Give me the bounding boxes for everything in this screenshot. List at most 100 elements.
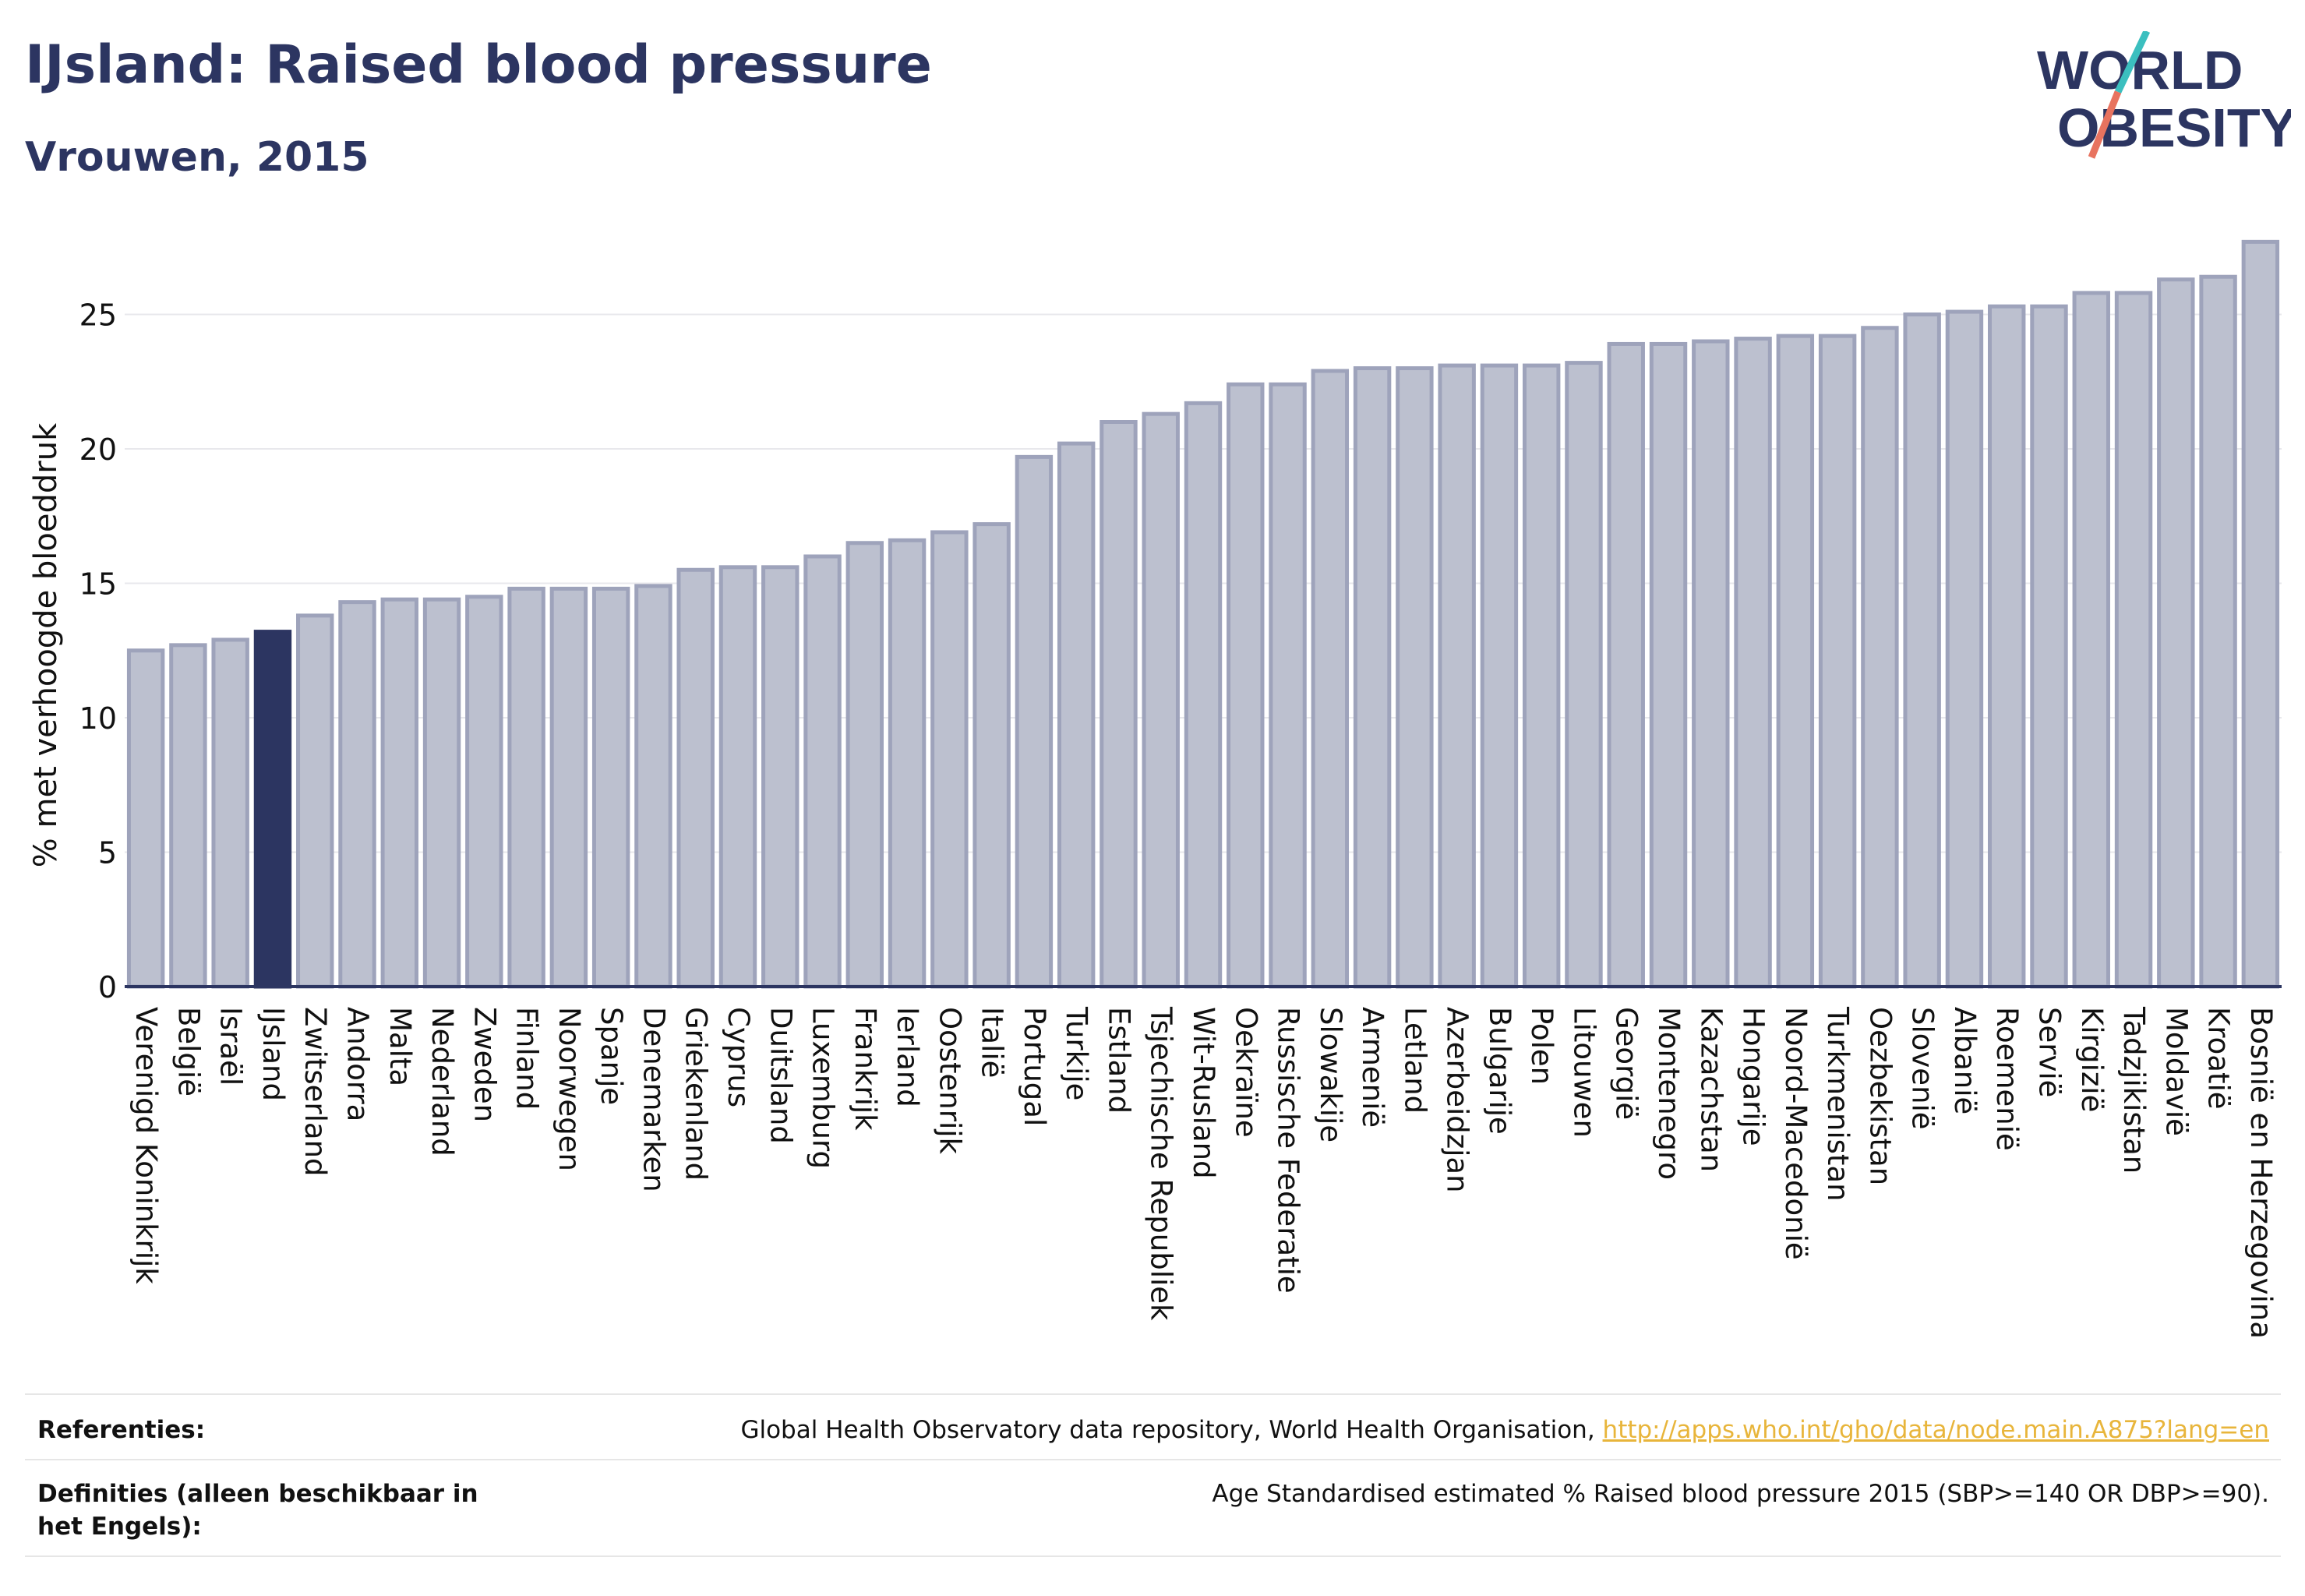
bar-oekra-ne[interactable]	[1227, 382, 1265, 989]
bar-duitsland[interactable]	[761, 565, 800, 989]
x-tick-label: Azerbeidzjan	[1441, 1007, 1474, 1193]
bar-turkmenistan[interactable]	[1818, 334, 1857, 989]
y-tick-label: 10	[79, 701, 117, 736]
bar-verenigd-koninkrijk[interactable]	[126, 648, 165, 989]
x-tick-label: Malta	[383, 1007, 417, 1086]
bar-malta[interactable]	[380, 597, 418, 989]
bar-zweden[interactable]	[465, 595, 503, 989]
bar-chart: Verenigd Koninkrijk België Israël IJsland Zw…	[28, 239, 2282, 1339]
bar-letland[interactable]	[1396, 366, 1434, 989]
x-tick-label: IJsland	[256, 1007, 290, 1101]
bar-georgi-[interactable]	[1607, 341, 1645, 989]
x-tick-label: Slovenië	[1906, 1007, 1940, 1130]
bar-finland[interactable]	[507, 586, 545, 989]
x-tick-label: Montenegro	[1652, 1007, 1686, 1180]
bar-turkije[interactable]	[1057, 441, 1096, 989]
references-link[interactable]: http://apps.who.int/gho/data/node.main.A…	[1602, 1416, 2269, 1444]
bar-bulgarije[interactable]	[1480, 363, 1519, 989]
bar-oostenrijk[interactable]	[930, 530, 969, 989]
bar-ierland[interactable]	[888, 538, 927, 989]
bar-kroati-[interactable]	[2199, 274, 2237, 989]
x-tick-label: Servië	[2032, 1007, 2066, 1097]
bar-noord-macedoni-[interactable]	[1776, 334, 1815, 989]
bar-nederland[interactable]	[422, 597, 461, 989]
bar-ijsland[interactable]	[253, 630, 292, 989]
bar-tsjechische-republiek[interactable]	[1142, 411, 1180, 989]
bar-moldavi-[interactable]	[2157, 277, 2195, 989]
x-tick-label: Polen	[1525, 1007, 1558, 1085]
x-tick-label: Georgië	[1610, 1007, 1643, 1120]
bar-servi-[interactable]	[2030, 304, 2068, 989]
bar-montenegro[interactable]	[1649, 341, 1688, 989]
x-tick-label: Hongarije	[1737, 1007, 1770, 1146]
x-tick-label: Zwitserland	[298, 1007, 332, 1177]
bar-roemeni-[interactable]	[1988, 304, 2026, 989]
x-tick-label: Moldavië	[2159, 1007, 2193, 1136]
x-tick-label: Russische Federatie	[1272, 1007, 1305, 1294]
bar-isra-l[interactable]	[211, 637, 249, 989]
bar-portugal[interactable]	[1015, 454, 1054, 989]
bar-kazachstan[interactable]	[1692, 339, 1730, 989]
logo-coral-stroke	[2088, 90, 2122, 159]
x-tick-label: Slowakije	[1314, 1007, 1347, 1142]
bar-estland[interactable]	[1100, 420, 1138, 989]
bar-belgi-[interactable]	[169, 643, 207, 989]
bar-griekenland[interactable]	[676, 567, 715, 989]
bar-denemarken[interactable]	[634, 584, 672, 989]
bar-oezbekistan[interactable]	[1861, 326, 1899, 989]
definitions-value: Age Standardised estimated % Raised bloo…	[1212, 1480, 2269, 1508]
bar-tadzjikistan[interactable]	[2114, 291, 2153, 989]
x-tick-labels: Verenigd Koninkrijk België Israël IJsland Zw…	[129, 1006, 2278, 1339]
bar-sloveni-[interactable]	[1903, 312, 1941, 989]
chart-subtitle: Vrouwen, 2015	[25, 134, 369, 181]
x-tick-label: Duitsland	[764, 1007, 797, 1144]
x-tick-label: Litouwen	[1567, 1007, 1601, 1138]
x-tick-label: Griekenland	[679, 1007, 713, 1181]
bar-cyprus[interactable]	[718, 565, 757, 989]
bar-bosni-en-herzegovina[interactable]	[2241, 239, 2280, 989]
y-tick-labels: 0 5 10 15 20 25	[79, 298, 117, 1005]
y-axis-label: % met verhoogde bloeddruk	[28, 422, 64, 867]
bar-zwitserland[interactable]	[296, 613, 334, 989]
world-obesity-logo: WORLD OBESITY	[2037, 31, 2291, 159]
x-tick-label: Bosnië en Herzegovina	[2244, 1007, 2278, 1339]
bar-spanje[interactable]	[591, 586, 630, 989]
bar-itali-[interactable]	[972, 522, 1011, 989]
x-tick-label: Kazachstan	[1694, 1007, 1728, 1172]
bar-wit-rusland[interactable]	[1184, 401, 1223, 989]
x-tick-label: Albanië	[1948, 1007, 1982, 1114]
x-tick-label: Verenigd Koninkrijk	[129, 1007, 163, 1284]
x-tick-label: Denemarken	[637, 1007, 670, 1192]
footer-divider-top	[25, 1393, 2281, 1395]
x-tick-label: België	[171, 1007, 205, 1096]
bar-polen[interactable]	[1522, 363, 1561, 989]
x-tick-label: Portugal	[1018, 1007, 1051, 1126]
bar-armeni-[interactable]	[1353, 366, 1392, 989]
x-tick-label: Oostenrijk	[933, 1007, 966, 1155]
references-value: Global Health Observatory data repositor…	[740, 1414, 2269, 1446]
x-tick-label: Roemenië	[1990, 1007, 2024, 1151]
bar-azerbeidzjan[interactable]	[1438, 363, 1476, 989]
x-tick-label: Noord-Macedonië	[1779, 1007, 1813, 1260]
bar-hongarije[interactable]	[1734, 337, 1772, 989]
x-tick-label: Letland	[1398, 1007, 1431, 1114]
x-tick-label: Ierland	[891, 1007, 924, 1107]
bar-albani-[interactable]	[1945, 309, 1984, 989]
x-tick-label: Luxemburg	[807, 1007, 840, 1169]
bar-kirgizi-[interactable]	[2072, 291, 2110, 989]
x-tick-label: Andorra	[341, 1007, 375, 1121]
x-tick-label: Nederland	[425, 1007, 459, 1156]
bar-russische-federatie[interactable]	[1269, 382, 1307, 989]
y-tick-label: 5	[98, 836, 117, 870]
bar-noorwegen[interactable]	[549, 586, 588, 989]
x-tick-label: Noorwegen	[552, 1007, 586, 1171]
bar-frankrijk[interactable]	[845, 541, 884, 989]
bar-andorra[interactable]	[338, 600, 376, 989]
footer-divider-middle	[25, 1459, 2281, 1460]
bar-slowakije[interactable]	[1311, 369, 1350, 989]
footer-divider-bottom	[25, 1555, 2281, 1557]
bar-litouwen[interactable]	[1565, 361, 1603, 989]
bars	[126, 239, 2280, 989]
bar-luxemburg[interactable]	[803, 554, 842, 989]
references-text: Global Health Observatory data repositor…	[740, 1416, 1603, 1444]
